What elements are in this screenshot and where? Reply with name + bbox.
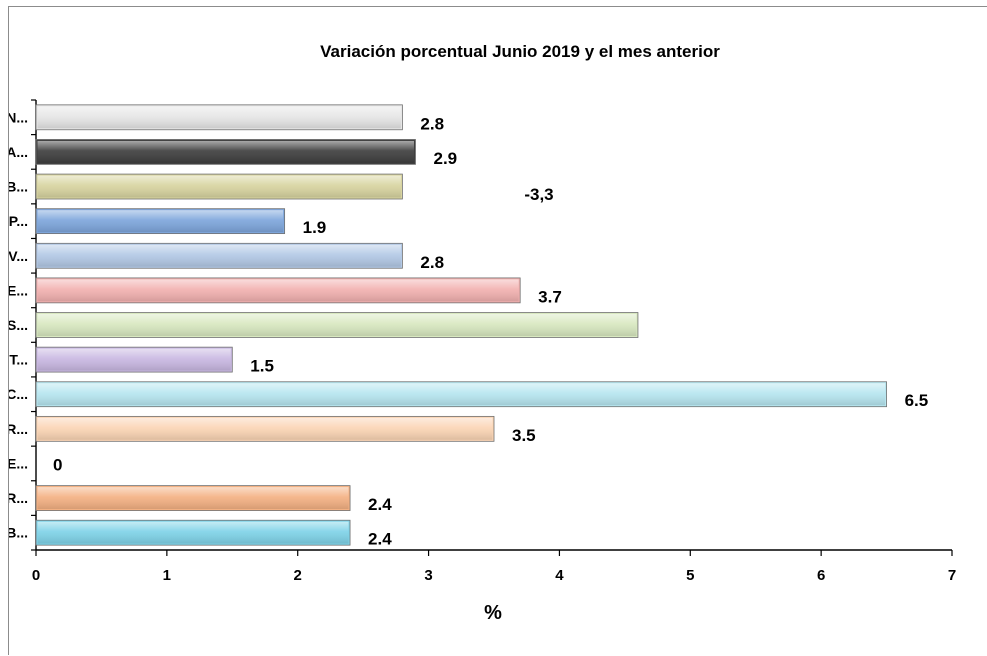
data-label: 2.4: [368, 495, 392, 514]
bar-highlight: [37, 417, 493, 440]
category-label: R...: [9, 421, 28, 437]
bar-highlight: [37, 279, 519, 302]
category-label: V...: [9, 248, 28, 264]
category-label: T...: [9, 352, 28, 368]
x-tick-label: 2: [294, 567, 302, 584]
x-tick-label: 1: [163, 567, 171, 584]
bar-highlight: [37, 210, 284, 233]
data-label: 2.8: [420, 253, 444, 272]
bar-highlight: [37, 314, 637, 336]
bar-highlight: [37, 383, 886, 406]
data-label: 1.9: [303, 218, 327, 237]
bar-highlight: [37, 106, 401, 129]
bar-highlight: [37, 244, 401, 267]
category-label: E...: [9, 455, 28, 471]
category-label: B...: [9, 179, 28, 195]
bar-highlight: [37, 521, 349, 544]
data-label: 0: [53, 455, 62, 474]
x-tick-label: 3: [424, 567, 432, 584]
data-label: 3.7: [538, 287, 562, 306]
category-label: R...: [9, 490, 28, 506]
x-tick-label: 6: [817, 567, 825, 584]
chart-title: Variación porcentual Junio 2019 y el mes…: [320, 42, 720, 61]
category-label: P...: [9, 213, 28, 229]
data-label: 1.5: [250, 357, 274, 376]
x-axis-title: %: [484, 602, 502, 624]
x-tick-label: 0: [32, 567, 40, 584]
category-label: B...: [9, 525, 28, 541]
x-tick-label: 7: [948, 567, 956, 584]
x-tick-label: 4: [555, 567, 564, 584]
bar-chart: Variación porcentual Junio 2019 y el mes…: [9, 42, 956, 624]
chart-frame: Variación porcentual Junio 2019 y el mes…: [8, 6, 987, 655]
data-label: 2.8: [420, 114, 444, 133]
data-label: 3.5: [512, 426, 536, 445]
bar-highlight: [37, 487, 349, 510]
bar-highlight: [37, 348, 231, 371]
x-tick-label: 5: [686, 567, 694, 584]
annotation-label: -3,3: [524, 185, 553, 204]
category-label: C...: [9, 386, 28, 402]
bar-highlight: [37, 140, 414, 163]
data-label: 2.4: [368, 530, 392, 549]
data-label: 2.9: [433, 149, 457, 168]
bar-highlight: [37, 175, 401, 198]
category-label: N...: [9, 109, 28, 125]
category-label: E...: [9, 282, 28, 298]
data-label: 6.5: [905, 391, 929, 410]
category-label: S...: [9, 317, 28, 333]
category-label: A...: [9, 144, 28, 160]
